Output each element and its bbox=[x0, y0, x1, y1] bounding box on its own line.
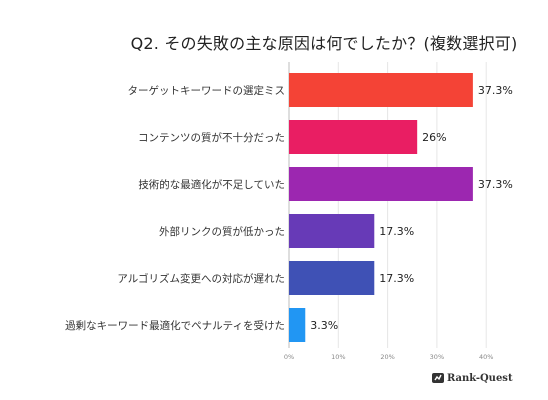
brand-name: Rank-Quest bbox=[447, 372, 513, 384]
value-label: 3.3% bbox=[310, 319, 338, 332]
category-labels: ターゲットキーワードの選定ミスコンテンツの質が不十分だった技術的な最適化が不足し… bbox=[65, 84, 285, 332]
x-tick-label: 0% bbox=[284, 353, 294, 361]
rank-quest-logo-icon bbox=[432, 373, 444, 383]
x-tick-label: 10% bbox=[331, 353, 345, 361]
x-tick-label: 20% bbox=[380, 353, 394, 361]
value-label: 17.3% bbox=[379, 272, 414, 285]
category-label: ターゲットキーワードの選定ミス bbox=[128, 84, 286, 97]
x-tick-label: 40% bbox=[479, 353, 493, 361]
x-tick-label: 30% bbox=[430, 353, 444, 361]
value-label: 26% bbox=[422, 131, 446, 144]
grid-lines bbox=[288, 62, 487, 348]
bar bbox=[289, 167, 473, 201]
bars bbox=[289, 73, 473, 342]
brand-logo: Rank-Quest bbox=[432, 372, 513, 384]
category-label: 技術的な最適化が不足していた bbox=[138, 178, 285, 191]
x-axis-ticks: 0% 10% 20% 30% 40% bbox=[284, 353, 494, 361]
value-label: 37.3% bbox=[478, 84, 513, 97]
bar bbox=[289, 261, 375, 295]
bar bbox=[289, 214, 375, 248]
value-labels: 37.3% 26% 37.3% 17.3% 17.3% 3.3% bbox=[310, 84, 513, 332]
category-label: コンテンツの質が不十分だった bbox=[138, 131, 285, 144]
category-label: 外部リンクの質が低かった bbox=[159, 225, 285, 238]
category-label: 過剰なキーワード最適化でペナルティを受けた bbox=[65, 319, 285, 332]
value-label: 17.3% bbox=[379, 225, 414, 238]
bar bbox=[289, 73, 473, 107]
bar bbox=[289, 308, 306, 342]
value-label: 37.3% bbox=[478, 178, 513, 191]
chart-title: Q2. その失敗の主な原因は何でしたか？(複数選択可) bbox=[130, 34, 518, 53]
category-label: アルゴリズム変更への対応が遅れた bbox=[117, 272, 285, 285]
bar bbox=[289, 120, 418, 154]
